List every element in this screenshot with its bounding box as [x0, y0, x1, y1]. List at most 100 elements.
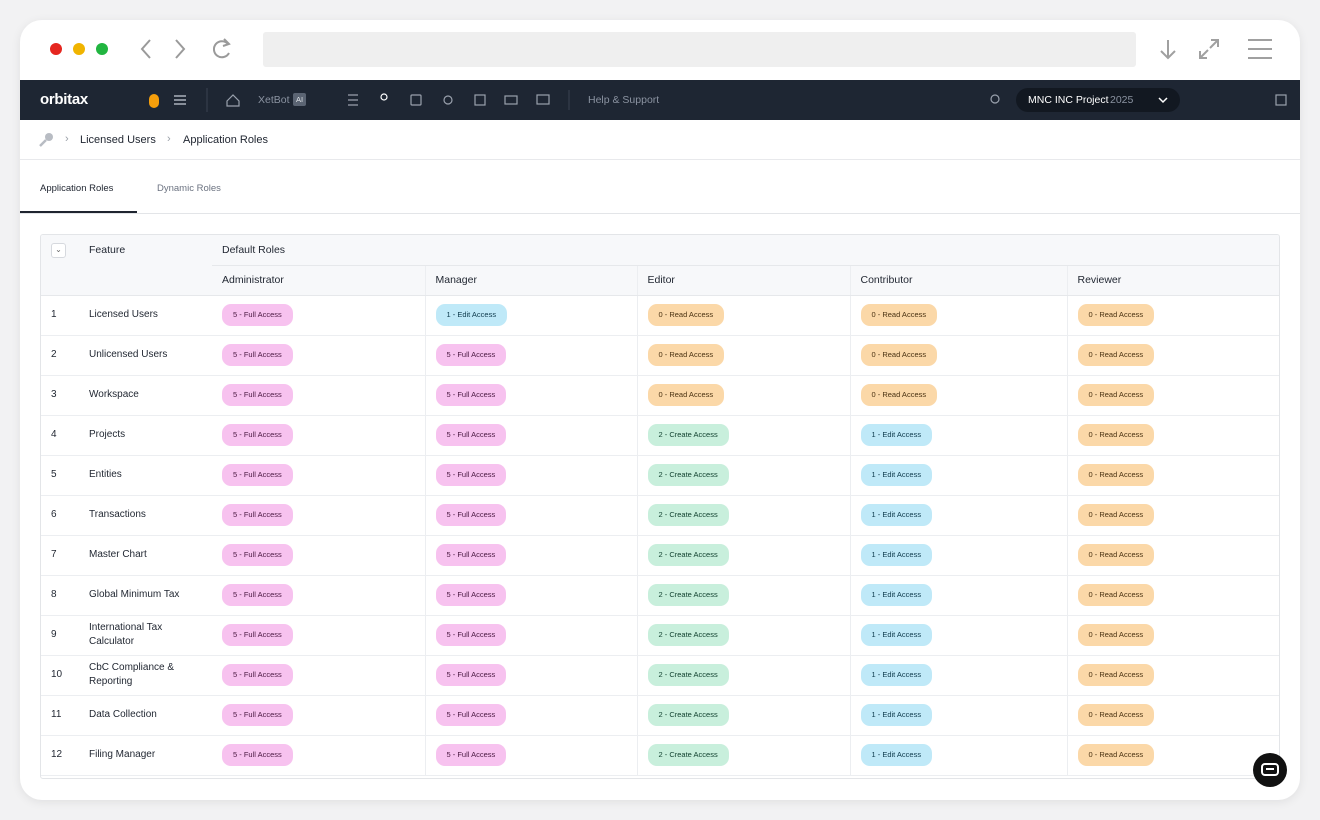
access-badge: 1 - Edit Access — [860, 544, 933, 566]
home-icon[interactable] — [226, 94, 240, 107]
menu-button[interactable] — [1248, 39, 1272, 59]
feature-cell: Master Chart — [79, 535, 212, 576]
back-button[interactable] — [140, 39, 151, 59]
row-number: 10 — [41, 655, 79, 696]
access-cell: 0 - Read Access — [1066, 575, 1279, 616]
fullscreen-button[interactable] — [1199, 39, 1219, 59]
address-bar[interactable] — [263, 32, 1136, 67]
monitor-icon[interactable] — [536, 94, 550, 105]
access-badge: 1 - Edit Access — [435, 304, 508, 326]
grid-icon[interactable] — [474, 94, 486, 106]
access-badge: 5 - Full Access — [435, 584, 507, 606]
tab-active[interactable]: Application Roles — [40, 183, 114, 194]
chat-button[interactable] — [1252, 752, 1288, 788]
expand-toggle[interactable]: ⌄ — [51, 243, 66, 258]
table-row: 5 Entities 5 - Full Access 5 - Full Access 2… — [41, 455, 1279, 496]
reload-arrow — [222, 38, 231, 47]
access-badge: 2 - Create Access — [647, 424, 729, 446]
access-cell: 1 - Edit Access — [849, 735, 1067, 776]
feature-cell: Filing Manager — [79, 735, 212, 776]
access-badge: 2 - Create Access — [647, 664, 729, 686]
access-badge: 0 - Read Access — [647, 384, 725, 406]
access-badge: 5 - Full Access — [222, 544, 293, 566]
tab[interactable]: Dynamic Roles — [157, 183, 221, 194]
app-bar: orbitax XetBot AI Help & Support — [20, 80, 1300, 120]
access-badge: 5 - Full Access — [222, 384, 293, 406]
search-icon[interactable] — [990, 94, 1000, 104]
access-badge: 1 - Edit Access — [860, 664, 933, 686]
share-icon[interactable] — [443, 95, 453, 105]
panel-icon[interactable] — [1275, 94, 1287, 106]
access-badge: 2 - Create Access — [647, 504, 729, 526]
maximize-dot[interactable] — [96, 43, 108, 55]
access-cell: 5 - Full Access — [424, 655, 637, 696]
access-badge: 0 - Read Access — [860, 344, 938, 366]
row-number: 5 — [41, 455, 79, 496]
menu-icon[interactable] — [174, 95, 186, 105]
close-dot[interactable] — [50, 43, 62, 55]
chevron — [1158, 97, 1168, 104]
access-cell: 5 - Full Access — [424, 535, 637, 576]
access-cell: 0 - Read Access — [1066, 495, 1279, 536]
access-cell: 2 - Create Access — [636, 575, 850, 616]
crumb-current: Application Roles — [183, 134, 268, 146]
card-icon[interactable] — [504, 95, 518, 105]
logo[interactable]: orbitax — [40, 91, 88, 108]
access-cell: 0 - Read Access — [636, 335, 850, 376]
feature-cell: CbC Compliance & Reporting — [79, 655, 212, 696]
access-badge: 5 - Full Access — [222, 344, 293, 366]
project-selector[interactable] — [1016, 88, 1180, 112]
access-cell: 1 - Edit Access — [849, 495, 1067, 536]
access-cell: 0 - Read Access — [1066, 655, 1279, 696]
access-cell: 5 - Full Access — [424, 495, 637, 536]
access-cell: 0 - Read Access — [1066, 615, 1279, 656]
project-name: MNC INC Project — [1028, 94, 1109, 106]
table-row: 10 CbC Compliance & Reporting 5 - Full Acc… — [41, 655, 1279, 696]
access-cell: 2 - Create Access — [636, 535, 850, 576]
table-icon[interactable] — [410, 94, 422, 106]
access-badge: 1 - Edit Access — [860, 744, 933, 766]
access-cell: 1 - Edit Access — [849, 695, 1067, 736]
access-cell: 0 - Read Access — [1066, 415, 1279, 456]
access-badge: 0 - Read Access — [1077, 464, 1155, 486]
access-cell: 2 - Create Access — [636, 615, 850, 656]
access-cell: 2 - Create Access — [636, 735, 850, 776]
reload-button[interactable] — [212, 40, 230, 59]
crumb-sep: › — [65, 133, 69, 145]
access-badge: 5 - Full Access — [222, 744, 293, 766]
download-button[interactable] — [1160, 40, 1176, 60]
access-badge: 0 - Read Access — [1077, 384, 1155, 406]
access-badge: 5 - Full Access — [435, 464, 507, 486]
access-cell: 0 - Read Access — [1066, 295, 1279, 336]
app-bar-icons — [149, 88, 1287, 112]
access-badge: 5 - Full Access — [222, 624, 293, 646]
access-cell: 5 - Full Access — [424, 375, 637, 416]
access-badge: 0 - Read Access — [1077, 624, 1155, 646]
access-badge: 5 - Full Access — [222, 464, 293, 486]
xetbot-link[interactable]: XetBot — [258, 94, 290, 106]
project-year: 2025 — [1110, 94, 1134, 106]
minimize-dot[interactable] — [73, 43, 85, 55]
table-row: 1 Licensed Users 5 - Full Access 1 - Edit A… — [41, 295, 1279, 336]
row-number: 4 — [41, 415, 79, 456]
users-icon[interactable] — [380, 93, 388, 101]
help-link[interactable]: Help & Support — [588, 94, 660, 106]
access-cell: 0 - Read Access — [1066, 455, 1279, 496]
role-header: Administrator — [212, 265, 425, 296]
access-cell: 0 - Read Access — [636, 375, 850, 416]
row-number: 7 — [41, 535, 79, 576]
access-cell: 5 - Full Access — [212, 535, 425, 576]
access-badge: 2 - Create Access — [647, 624, 729, 646]
access-cell: 5 - Full Access — [212, 455, 425, 496]
table-row: 11 Data Collection 5 - Full Access 5 - Full… — [41, 695, 1279, 736]
access-cell: 1 - Edit Access — [849, 655, 1067, 696]
list-icon[interactable] — [348, 94, 358, 106]
roles-table: ⌄ Feature Default Roles Administrator Man… — [41, 235, 1279, 776]
access-badge: 1 - Edit Access — [860, 584, 933, 606]
forward-button[interactable] — [175, 39, 186, 59]
feature-cell: Entities — [79, 455, 212, 496]
crumb-link[interactable]: Licensed Users — [80, 134, 156, 146]
access-badge: 5 - Full Access — [222, 664, 293, 686]
access-cell: 5 - Full Access — [424, 735, 637, 776]
access-badge: 1 - Edit Access — [860, 424, 933, 446]
